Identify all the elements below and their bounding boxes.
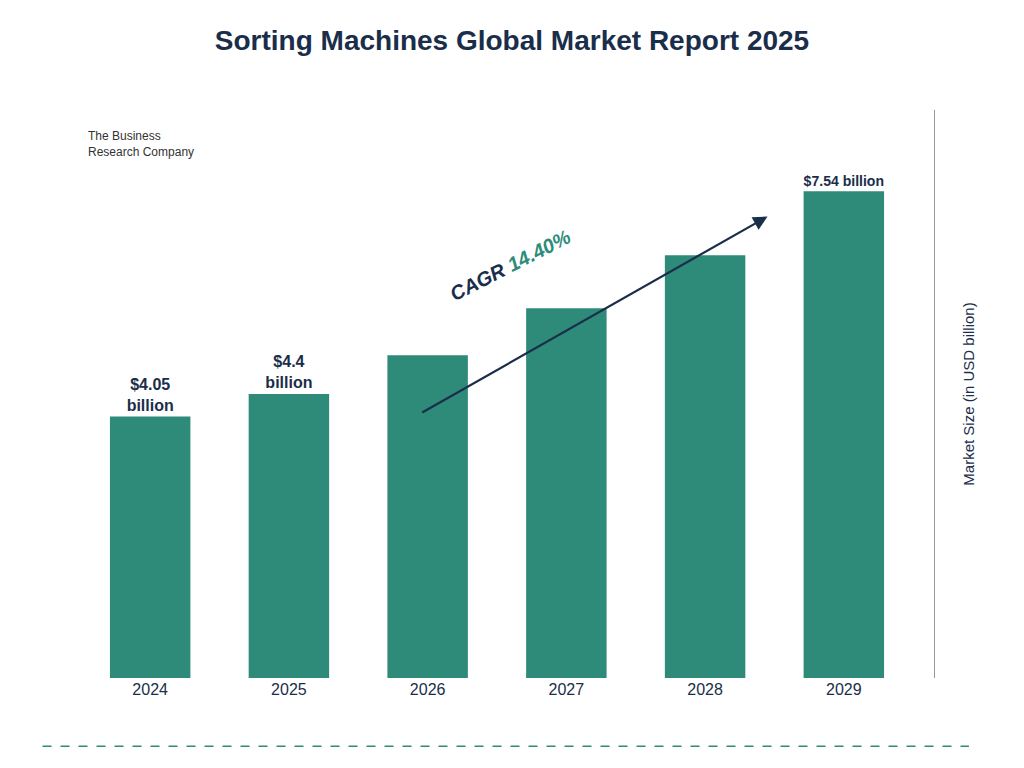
svg-text:Sorting Machines Global Market: Sorting Machines Global Market Report 20… [215, 25, 809, 56]
svg-text:Market Size (in USD billion): Market Size (in USD billion) [960, 302, 977, 485]
svg-text:$4.4billion: $4.4billion [265, 353, 312, 391]
svg-text:2025: 2025 [271, 681, 307, 698]
svg-text:2027: 2027 [549, 681, 585, 698]
svg-text:2026: 2026 [410, 681, 446, 698]
svg-text:CAGR 14.40%: CAGR 14.40% [446, 225, 574, 305]
svg-text:The BusinessResearch Company: The BusinessResearch Company [88, 129, 194, 159]
svg-text:2028: 2028 [687, 681, 723, 698]
svg-text:2024: 2024 [132, 681, 168, 698]
svg-text:$7.54 billion: $7.54 billion [804, 173, 884, 189]
svg-text:2029: 2029 [826, 681, 862, 698]
svg-text:$4.05billion: $4.05billion [127, 376, 174, 414]
